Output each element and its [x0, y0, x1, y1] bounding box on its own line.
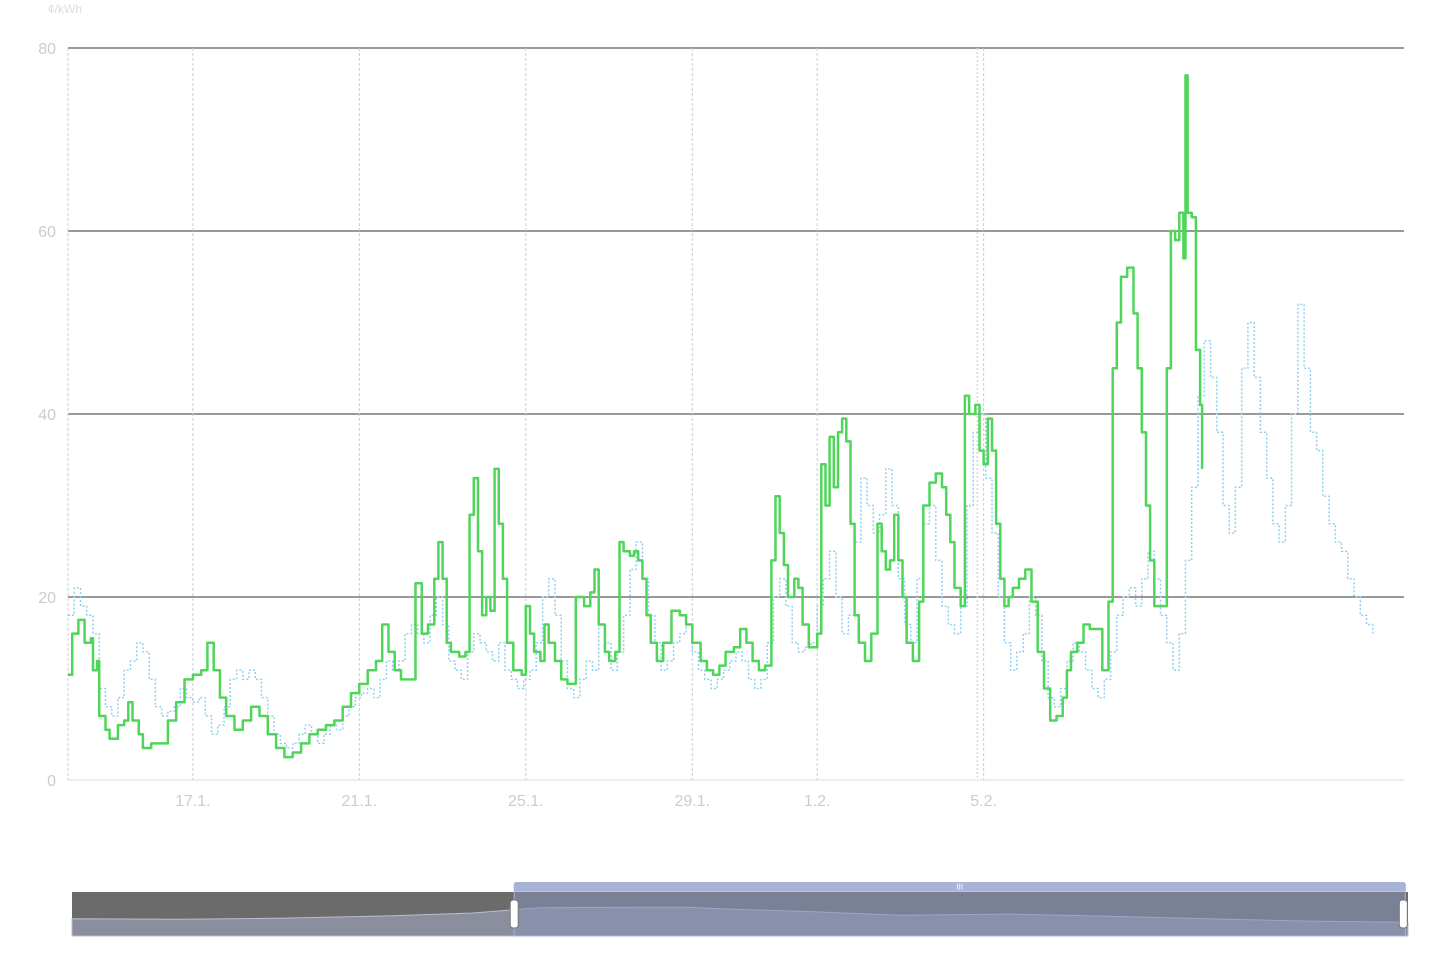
- x-tick-label: 25.1.: [508, 793, 544, 810]
- y-tick-label: 80: [38, 41, 56, 58]
- x-tick-label: 1.2.: [804, 793, 831, 810]
- navigator-grip-icon: III: [956, 883, 963, 892]
- x-tick-label: 21.1.: [342, 793, 378, 810]
- navigator-right-handle[interactable]: [1398, 899, 1408, 929]
- navigator: III: [71, 882, 1409, 937]
- y-axis-unit-label: ¢/kWh: [48, 2, 83, 16]
- y-tick-label: 40: [38, 407, 56, 424]
- x-tick-label: 17.1.: [175, 793, 211, 810]
- navigator-scrollbar[interactable]: [514, 882, 1406, 891]
- grid-layer: [67, 47, 1404, 781]
- series-line-forecast: [68, 303, 1374, 749]
- navigator-selection[interactable]: [513, 883, 1406, 937]
- x-axis: 17.1. 21.1. 25.1. 29.1. 1.2. 5.2.: [175, 793, 997, 810]
- x-tick-label: 5.2.: [970, 793, 997, 810]
- series-layer: [68, 74, 1374, 759]
- y-axis: 0 20 40 60 80: [38, 41, 56, 790]
- y-tick-label: 0: [47, 773, 56, 790]
- y-tick-label: 20: [38, 590, 56, 607]
- navigator-left-handle[interactable]: [509, 899, 519, 929]
- y-tick-label: 60: [38, 224, 56, 241]
- x-tick-label: 29.1.: [675, 793, 711, 810]
- series-line-price: [68, 74, 1204, 759]
